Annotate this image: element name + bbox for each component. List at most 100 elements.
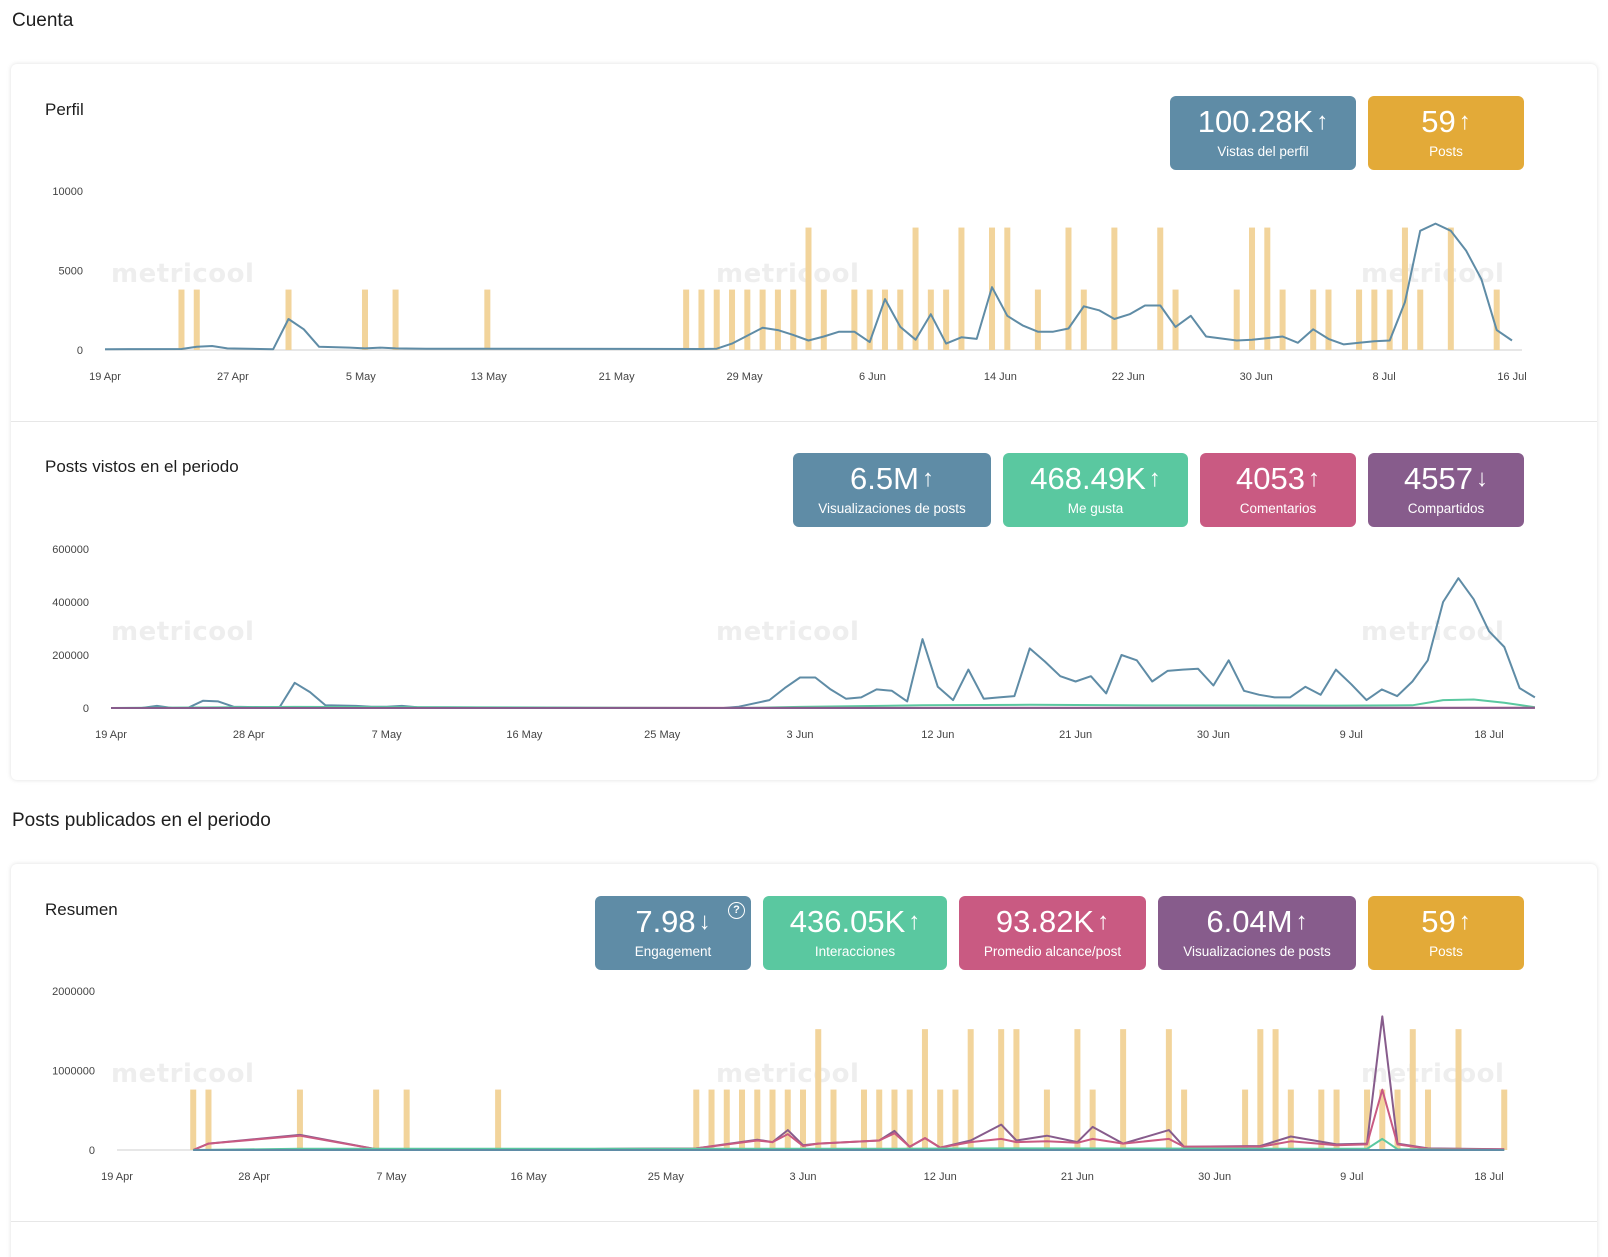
y-tick-label: 2000000 [52,986,95,998]
kpi-engagement[interactable]: 7.98 ↓ Engagement ? [595,896,751,970]
post-bar [927,289,934,350]
arrow-up-icon: ↑ [1458,908,1471,935]
post-bar [1257,1029,1264,1150]
post-bar [1272,1029,1279,1150]
post-bar [178,289,185,350]
x-tick-label: 12 Jun [921,729,954,741]
post-bar [1074,1029,1081,1150]
arrow-up-icon: ↑ [1307,465,1320,492]
post-bar [683,289,690,350]
x-tick-label: 18 Jul [1474,729,1503,741]
post-bar [361,289,368,350]
kpi-label: Vistas del perfil [1217,144,1309,159]
post-bar [830,1089,837,1150]
x-tick-label: 16 Jul [1497,371,1526,383]
post-bar [1242,1089,1249,1150]
kpi-compartidos[interactable]: 4557 ↓ Compartidos [1368,453,1524,527]
post-bar [708,1089,715,1150]
post-bar [193,289,200,350]
post-bar [392,289,399,350]
y-tick-label: 1000000 [52,1066,95,1078]
x-tick-label: 16 May [511,1171,548,1183]
y-tick-label: 200000 [52,650,89,662]
post-bar [815,1029,822,1150]
x-tick-label: 22 Jun [1112,371,1145,383]
x-tick-label: 30 Jun [1240,371,1273,383]
post-bar [881,289,888,350]
post-bar [912,227,919,350]
series-line [104,222,1513,351]
kpi-vistas-perfil[interactable]: 100.28K ↑ Vistas del perfil [1170,96,1356,170]
watermark-logo: metricool [111,259,254,289]
watermark-logo: metricool [716,259,859,289]
post-bar [373,1089,380,1150]
x-tick-label: 3 Jun [790,1171,817,1183]
kpi-value: 468.49K [1030,461,1146,496]
section-title-posts-publicados: Posts publicados en el periodo [12,810,271,831]
x-tick-label: 12 Jun [924,1171,957,1183]
kpi-value: 59 [1421,104,1456,139]
post-bar [1455,1029,1462,1150]
post-bar [693,1089,700,1150]
section-title-cuenta: Cuenta [12,10,74,31]
post-bar [967,1029,974,1150]
post-bar [1089,1089,1096,1150]
post-bar [1157,227,1164,350]
post-bar [698,289,705,350]
kpi-visualizaciones-posts[interactable]: 6.04M ↑ Visualizaciones de posts [1158,896,1356,970]
post-bar [1447,227,1454,350]
post-bar [906,1089,913,1150]
post-bar [739,1089,746,1150]
kpi-promedio-alcance[interactable]: 93.82K ↑ Promedio alcance/post [959,896,1146,970]
post-bar [296,1089,303,1150]
post-bar [998,1029,1005,1150]
post-bar [860,1089,867,1150]
x-tick-label: 13 May [471,371,508,383]
post-bar [1013,1029,1020,1150]
x-tick-label: 14 Jun [984,371,1017,383]
kpi-me-gusta[interactable]: 468.49K ↑ Me gusta [1003,453,1188,527]
post-bar [769,1089,776,1150]
post-bar [876,1089,883,1150]
kpi-posts[interactable]: 59 ↑ Posts [1368,96,1524,170]
arrow-up-icon: ↑ [1148,465,1161,492]
kpi-comentarios[interactable]: 4053 ↑ Comentarios [1200,453,1356,527]
kpi-interacciones[interactable]: 436.05K ↑ Interacciones [763,896,947,970]
post-bar [820,289,827,350]
post-bar [897,289,904,350]
post-bar [1165,1029,1172,1150]
y-tick-label: 0 [77,345,83,357]
kpi-label: Compartidos [1407,501,1485,516]
kpi-posts[interactable]: 59 ↑ Posts [1368,896,1524,970]
help-icon[interactable]: ? [728,902,745,919]
post-bar [784,1089,791,1150]
x-tick-label: 3 Jun [787,729,814,741]
kpi-value: 6.04M [1206,904,1293,939]
post-bar [1310,289,1317,350]
posts-publicados-card: Resumen 7.98 ↓ Engagement ? 436.05K ↑ Inte… [11,864,1597,1257]
kpi-visualizaciones-posts[interactable]: 6.5M ↑ Visualizaciones de posts [793,453,991,527]
kpi-label: Posts [1429,144,1463,159]
x-tick-label: 6 Jun [859,371,886,383]
resumen-chart: metricool metricool metricool 0 1000000 20000… [52,986,1508,1183]
arrow-down-icon: ↓ [698,908,711,935]
post-bar [921,1029,928,1150]
posts-vistos-kpis: 6.5M ↑ Visualizaciones de posts 468.49K ↑ … [793,453,1524,527]
post-bar [943,289,950,350]
post-bar [759,289,766,350]
x-tick-label: 21 Jun [1059,729,1092,741]
x-tick-label: 7 May [372,729,402,741]
account-card: Perfil 100.28K ↑ Vistas del perfil 59 ↑ Po… [11,64,1597,780]
y-tick-label: 400000 [52,597,89,609]
post-bar [805,227,812,350]
post-bar [1080,289,1087,350]
resumen-kpis: 7.98 ↓ Engagement ? 436.05K ↑ Interaccione… [595,896,1524,970]
post-bar [1409,1029,1416,1150]
watermark-logo: metricool [716,617,859,647]
x-tick-label: 9 Jul [1340,729,1363,741]
kpi-value: 4053 [1236,461,1305,496]
kpi-label: Visualizaciones de posts [818,501,966,516]
post-bar [1394,1089,1401,1150]
post-bar [1233,289,1240,350]
y-tick-label: 10000 [52,186,83,198]
